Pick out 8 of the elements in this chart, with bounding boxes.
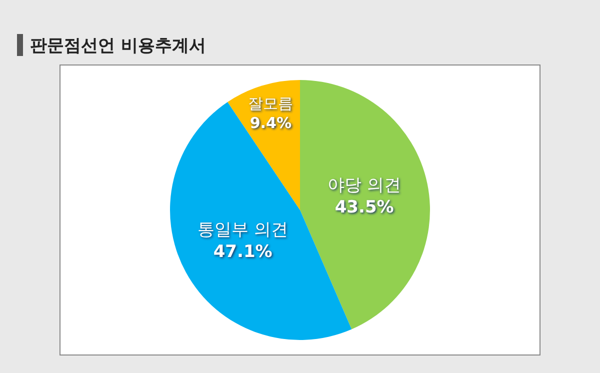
chart-title: 판문점선언 비용추계서 bbox=[30, 36, 206, 56]
slice-label: 야당 의견 bbox=[328, 176, 402, 196]
data-label: 43.5% bbox=[334, 198, 394, 218]
data-label: 47.1% bbox=[213, 242, 272, 262]
pie-slice bbox=[300, 80, 430, 330]
data-label: 9.4% bbox=[250, 114, 292, 132]
slice-label: 잘모름 bbox=[248, 94, 294, 112]
slice-label: 통일부 의견 bbox=[198, 220, 288, 240]
